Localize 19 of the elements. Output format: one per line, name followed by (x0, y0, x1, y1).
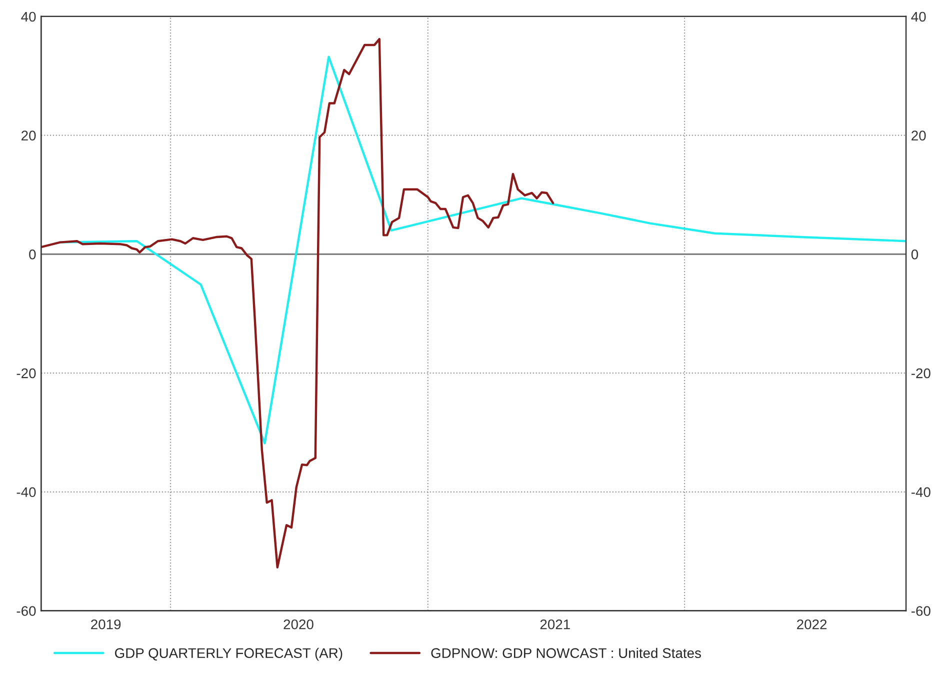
y2-tick-label: 40 (911, 12, 926, 22)
y-tick-label: -40 (16, 487, 36, 498)
legend-label: GDPNOW: GDP NOWCAST : United States (431, 648, 701, 658)
y2-tick-label: -40 (911, 487, 930, 498)
x-tick-label: 2022 (797, 619, 827, 630)
line-series (41, 38, 554, 568)
y-tick-label: -60 (16, 606, 36, 616)
y2-tick-label: -20 (911, 368, 930, 378)
y2-tick-label: 20 (912, 130, 926, 141)
y-tick-label: 0 (29, 250, 36, 260)
y2-tick-label: -60 (911, 606, 930, 616)
x-tick-label: 2019 (91, 619, 121, 630)
y-tick-label: 20 (22, 130, 36, 141)
x-tick-label: 2021 (540, 619, 570, 630)
legend-label: GDP QUARTERLY FORECAST (AR) (114, 648, 342, 661)
y-tick-label: 40 (21, 12, 36, 22)
x-tick-label: 2020 (284, 619, 314, 630)
y-tick-label: -20 (16, 368, 36, 378)
y2-tick-label: 0 (911, 250, 918, 260)
